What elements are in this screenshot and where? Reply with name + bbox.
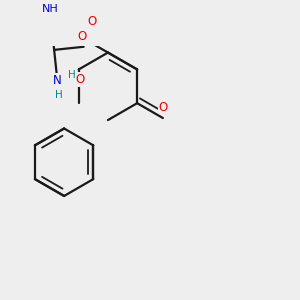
Text: O: O <box>76 73 85 86</box>
Text: O: O <box>87 15 97 28</box>
Text: NH: NH <box>42 4 58 14</box>
Text: H: H <box>68 70 76 80</box>
Text: O: O <box>77 29 87 43</box>
Text: O: O <box>158 101 167 114</box>
Text: N: N <box>53 74 62 87</box>
Text: O: O <box>81 0 90 2</box>
Text: H: H <box>55 90 63 100</box>
